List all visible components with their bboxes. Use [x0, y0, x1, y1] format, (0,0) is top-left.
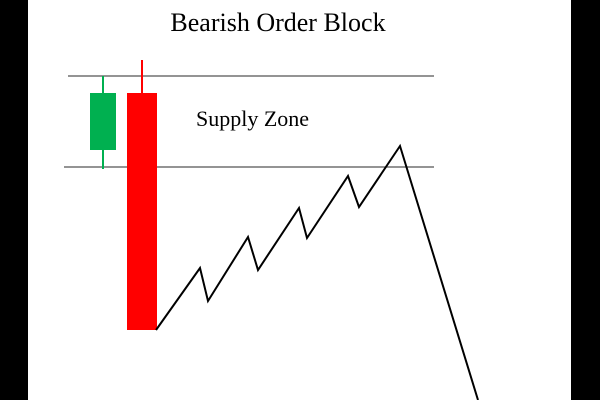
bullish-candle	[90, 76, 116, 169]
bearish-candle-body	[127, 93, 157, 330]
order-block-diagram	[64, 60, 479, 400]
bearish-candle	[127, 60, 157, 330]
supply-zone-label: Supply Zone	[196, 106, 310, 131]
diagram-canvas: Bearish Order Block Supply Zone	[28, 0, 571, 400]
bullish-candle-body	[90, 93, 116, 150]
diagram-title: Bearish Order Block	[170, 8, 386, 37]
price-path	[155, 143, 479, 400]
